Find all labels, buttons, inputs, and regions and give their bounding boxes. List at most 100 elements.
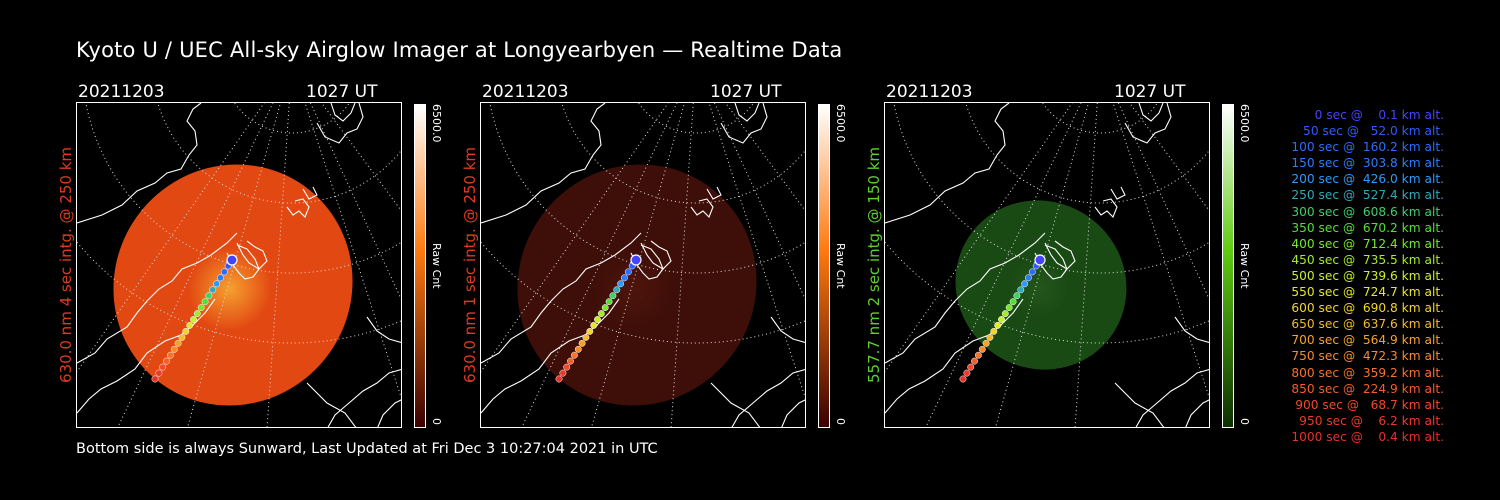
coastline xyxy=(377,399,401,427)
legend-entry: 450 sec @ 735.5 km alt. xyxy=(1287,252,1444,267)
trajectory-point xyxy=(978,345,986,353)
trajectory-point xyxy=(1017,286,1025,294)
trajectory-point xyxy=(990,327,998,335)
panel-3-allsky-image xyxy=(884,102,1210,428)
trajectory-point xyxy=(959,375,967,383)
legend-entry: 950 sec @ 6.2 km alt. xyxy=(1295,413,1444,428)
legend-entry: 600 sec @ 690.8 km alt. xyxy=(1287,301,1444,316)
legend-entry: 800 sec @ 359.2 km alt. xyxy=(1287,365,1444,380)
trajectory-point xyxy=(155,369,163,377)
trajectory-point xyxy=(226,254,238,266)
trajectory-point xyxy=(186,321,194,329)
meridian-gridline xyxy=(1128,103,1209,212)
trajectory-point xyxy=(193,310,201,318)
panel-2-allsky-image xyxy=(480,102,806,428)
svalbard-coastline xyxy=(226,244,260,280)
trajectory-point xyxy=(582,333,590,341)
trajectory-point xyxy=(590,321,598,329)
latitude-gridline xyxy=(965,103,1209,204)
trajectory-point xyxy=(559,369,567,377)
svalbard-coastline xyxy=(1034,244,1068,280)
panel-1-date: 20211203 xyxy=(78,82,165,102)
legend-entry: 1000 sec @ 0.4 km alt. xyxy=(1291,429,1444,444)
legend-entry: 400 sec @ 712.4 km alt. xyxy=(1287,236,1444,251)
legend-entry: 500 sec @ 739.6 km alt. xyxy=(1287,268,1444,283)
trajectory-point xyxy=(1001,310,1009,318)
trajectory-point xyxy=(163,357,170,365)
trajectory-point xyxy=(1034,254,1046,266)
panel-3-colorbar-unit: Raw Cnt xyxy=(1238,243,1251,289)
coastline xyxy=(734,103,760,122)
trajectory-point xyxy=(574,345,582,353)
trajectory-point xyxy=(174,339,182,347)
legend-entry: 0 sec @ 0.1 km alt. xyxy=(1303,108,1444,122)
panel-1-colorbar-unit: Raw Cnt xyxy=(430,243,443,289)
coastline xyxy=(1110,186,1126,200)
latitude-gridline xyxy=(637,103,755,134)
trajectory-point xyxy=(1024,274,1032,282)
panel-3-time: 1027 UT xyxy=(1114,82,1186,102)
trajectory-point xyxy=(994,321,1002,329)
coastline xyxy=(1185,399,1209,427)
panel-3-colorbar xyxy=(1222,104,1234,428)
panel-3-date: 20211203 xyxy=(886,82,973,102)
trajectory-point xyxy=(178,333,186,341)
trajectory-point xyxy=(998,316,1005,323)
trajectory-point xyxy=(586,327,594,335)
coastline xyxy=(481,103,606,224)
trajectory-point xyxy=(159,363,167,371)
panel-2-wavelength-label: 630.0 nm 1 sec intg. @ 250 km xyxy=(461,146,479,384)
trajectory-point xyxy=(974,351,982,359)
trajectory-point xyxy=(563,363,571,371)
coastline xyxy=(710,382,761,427)
trajectory-point xyxy=(166,351,174,359)
trajectory-point xyxy=(578,339,586,347)
trajectory-point xyxy=(190,316,197,323)
trajectory-point xyxy=(567,357,574,365)
trajectory-point xyxy=(971,357,978,365)
trajectory-point xyxy=(630,254,642,266)
trajectory-point xyxy=(216,274,224,282)
coastline xyxy=(731,368,805,427)
trajectory-legend: 0 sec @ 0.1 km alt. 50 sec @ 52.0 km alt… xyxy=(1262,107,1444,445)
trajectory-point xyxy=(182,327,190,335)
trajectory-point xyxy=(613,286,621,294)
legend-entry: 50 sec @ 52.0 km alt. xyxy=(1295,124,1444,139)
trajectory-point xyxy=(620,274,628,282)
legend-entry: 350 sec @ 670.2 km alt. xyxy=(1287,220,1444,235)
panel-3-wavelength-label: 557.7 nm 2 sec intg. @ 150 km xyxy=(865,146,883,384)
coastline xyxy=(327,368,401,427)
trajectory-point xyxy=(605,298,613,306)
coastline xyxy=(781,399,805,427)
trajectory-point xyxy=(1009,298,1017,306)
panel-2-date: 20211203 xyxy=(482,82,569,102)
coastline xyxy=(77,232,238,364)
coastline xyxy=(885,232,1046,364)
legend-entry: 700 sec @ 564.9 km alt. xyxy=(1287,333,1444,348)
coastline xyxy=(330,103,356,122)
panel-2-colorbar xyxy=(818,104,830,428)
coastline xyxy=(77,298,216,414)
trajectory-point xyxy=(220,268,228,276)
trajectory-point xyxy=(982,339,990,347)
panel-1-colorbar-max: 6500.0 xyxy=(430,104,443,143)
panel-1-wavelength-label: 630.0 nm 4 sec intg. @ 250 km xyxy=(57,146,75,384)
panel-2-colorbar-unit: Raw Cnt xyxy=(834,243,847,289)
legend-entry: 100 sec @ 160.2 km alt. xyxy=(1287,140,1444,155)
panel-2-colorbar-min: 0 xyxy=(834,418,847,425)
trajectory-point xyxy=(209,286,217,294)
meridian-gridline xyxy=(1117,103,1209,300)
trajectory-point xyxy=(624,268,632,276)
panel-1-colorbar-min: 0 xyxy=(430,418,443,425)
coastline xyxy=(706,186,722,200)
legend-entry: 900 sec @ 68.7 km alt. xyxy=(1291,397,1444,412)
coastline xyxy=(640,240,672,270)
legend-entry: 650 sec @ 637.6 km alt. xyxy=(1287,317,1444,332)
coastline xyxy=(1174,316,1209,344)
airglow-disk xyxy=(517,164,757,406)
coastline xyxy=(286,198,310,218)
trajectory-point xyxy=(601,304,609,312)
coastline xyxy=(306,382,357,427)
trajectory-point xyxy=(594,316,601,323)
legend-entry: 300 sec @ 608.6 km alt. xyxy=(1287,204,1444,219)
